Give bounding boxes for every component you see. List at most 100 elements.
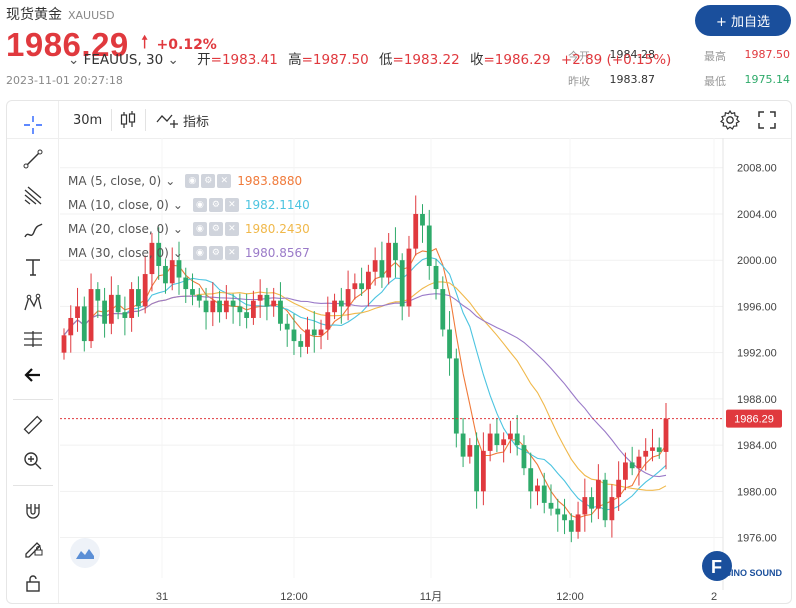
- prev-close-value: 1983.87: [609, 73, 656, 86]
- candle: [508, 433, 513, 440]
- compare-icon[interactable]: [70, 538, 100, 568]
- ma-line-20: [63, 281, 667, 491]
- settings-icon[interactable]: [719, 101, 741, 139]
- candle: [616, 479, 622, 498]
- candle: [494, 433, 500, 446]
- up-arrow-icon: 🠕: [140, 32, 149, 53]
- y-tick-label: 1984.00: [737, 440, 777, 452]
- ma-row-30[interactable]: MA (30, close, 0) ⌄ ◉ ⚙ ✕ 1980.8567: [68, 246, 310, 260]
- close-icon[interactable]: ✕: [217, 174, 232, 188]
- candle: [271, 300, 277, 307]
- eye-icon[interactable]: ◉: [192, 222, 207, 236]
- candle: [420, 213, 425, 226]
- svg-text:F: F: [711, 557, 722, 577]
- fullscreen-icon[interactable]: [757, 101, 777, 139]
- ma-row-10[interactable]: MA (10, close, 0) ⌄ ◉ ⚙ ✕ 1982.1140: [68, 198, 310, 212]
- ma-line-30: [63, 293, 667, 478]
- y-tick-label: 2004.00: [737, 209, 777, 221]
- candle: [305, 329, 310, 347]
- legend-symbol[interactable]: FEAUUS, 30: [83, 52, 164, 68]
- lock-icon[interactable]: [19, 569, 47, 597]
- lock-edit-icon[interactable]: [19, 533, 47, 561]
- fib-icon[interactable]: [19, 181, 47, 209]
- candle: [650, 447, 655, 451]
- close-icon[interactable]: ✕: [224, 222, 239, 236]
- chart-grid: [60, 138, 723, 578]
- candle: [474, 445, 480, 492]
- candle: [325, 312, 331, 330]
- add-watchlist-button[interactable]: + 加自选: [695, 5, 791, 36]
- eye-icon[interactable]: ◉: [192, 198, 207, 212]
- indicators-button[interactable]: 指标: [155, 101, 209, 139]
- chevron-down-icon[interactable]: ⌄: [68, 52, 80, 68]
- text-icon[interactable]: [19, 253, 47, 281]
- chevron-down-icon[interactable]: ⌄: [172, 198, 183, 212]
- ruler-icon[interactable]: [19, 411, 47, 439]
- eye-icon[interactable]: ◉: [192, 246, 207, 260]
- chevron-down-icon[interactable]: ⌄: [172, 222, 183, 236]
- measure-lines-icon[interactable]: [19, 325, 47, 353]
- chevron-down-icon[interactable]: ⌄: [172, 246, 183, 260]
- gear-icon[interactable]: ⚙: [208, 246, 223, 260]
- candle: [217, 300, 222, 313]
- candle: [264, 294, 270, 307]
- sino-sound-logo: F SINO SOUND: [697, 548, 789, 608]
- back-arrow-icon[interactable]: [19, 361, 47, 389]
- brush-icon[interactable]: [19, 217, 47, 245]
- candle: [467, 445, 473, 457]
- ma-label: MA (10, close, 0): [68, 198, 169, 212]
- chevron-down-icon[interactable]: ⌄: [167, 52, 179, 68]
- candle: [643, 450, 649, 457]
- ma-row-5[interactable]: MA (5, close, 0) ⌄ ◉ ⚙ ✕ 1983.8880: [68, 174, 302, 188]
- candle: [244, 312, 250, 318]
- interval-selector[interactable]: 30m: [73, 112, 103, 128]
- candle: [169, 260, 175, 284]
- candle: [115, 294, 121, 313]
- zoom-in-icon[interactable]: [19, 447, 47, 475]
- ma-row-20[interactable]: MA (20, close, 0) ⌄ ◉ ⚙ ✕ 1980.2430: [68, 222, 310, 236]
- candle: [81, 306, 87, 342]
- chevron-down-icon[interactable]: ⌄: [165, 174, 176, 188]
- chart-toolbar: 30m 指标: [7, 101, 791, 139]
- candle: [413, 213, 419, 249]
- magnet-icon[interactable]: [19, 497, 47, 525]
- candle: [656, 447, 662, 452]
- indicators-icon: [156, 114, 178, 128]
- legend-close-label: 收: [469, 52, 484, 68]
- candle: [122, 312, 128, 318]
- candle: [196, 294, 202, 301]
- y-tick-label: 1996.00: [737, 301, 777, 313]
- legend-high-label: 高: [288, 52, 302, 68]
- candle: [595, 479, 601, 509]
- x-tick-label: 31: [156, 591, 168, 603]
- high-value: 1987.50: [744, 48, 791, 61]
- candle: [291, 329, 297, 342]
- candle: [528, 468, 534, 492]
- candle: [230, 300, 236, 307]
- candle: [278, 300, 283, 324]
- gear-icon[interactable]: ⚙: [201, 174, 216, 188]
- x-tick-label: 2: [711, 591, 717, 603]
- gear-icon[interactable]: ⚙: [208, 198, 223, 212]
- y-tick-label: 1976.00: [737, 533, 777, 545]
- low-value: 1975.14: [744, 73, 791, 86]
- candle: [562, 514, 567, 521]
- eye-icon[interactable]: ◉: [185, 174, 200, 188]
- quote-header: 现货黄金 XAUUSD 1986.29 🠕 +0.12% 2023-11-01 …: [0, 0, 796, 98]
- pattern-icon[interactable]: [19, 289, 47, 317]
- close-icon[interactable]: ✕: [224, 198, 239, 212]
- candle: [210, 300, 216, 313]
- candle: [250, 300, 256, 318]
- candle-type-icon[interactable]: [119, 101, 137, 139]
- gear-icon[interactable]: ⚙: [208, 222, 223, 236]
- crosshair-icon[interactable]: [19, 111, 47, 139]
- candle: [203, 300, 209, 313]
- close-icon[interactable]: ✕: [224, 246, 239, 260]
- y-tick-label: 1988.00: [737, 394, 777, 406]
- price-row: 1986.29 🠕 +0.12%: [6, 26, 217, 64]
- trendline-icon[interactable]: [19, 145, 47, 173]
- candle: [379, 260, 385, 278]
- legend-close: =1986.29: [483, 52, 551, 68]
- candle: [548, 502, 554, 509]
